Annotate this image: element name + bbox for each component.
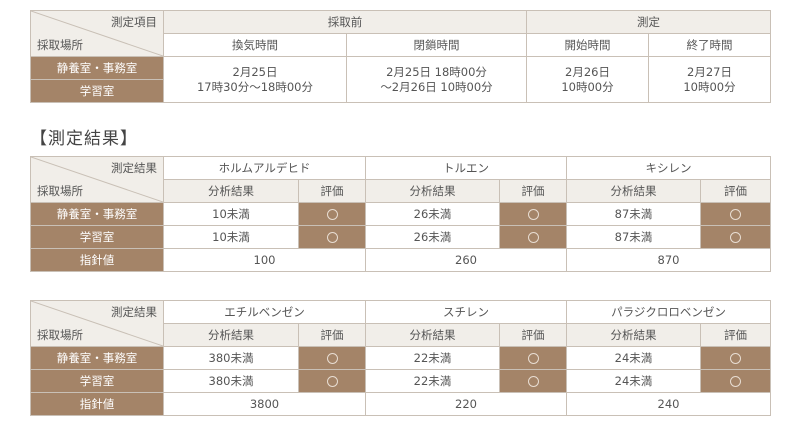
guideline-label: 指針値 — [30, 392, 164, 416]
result-value: 22未満 — [365, 346, 500, 370]
guideline-value: 240 — [566, 392, 771, 416]
substance-header: パラジクロロベンゼン — [566, 300, 771, 324]
result-value: 26未満 — [365, 202, 500, 226]
cell-end: 2月27日 10時00分 — [648, 56, 771, 103]
result-value: 380未満 — [163, 369, 299, 393]
circle-icon — [527, 209, 539, 220]
sub-header-eval: 評価 — [499, 323, 567, 347]
circle-icon — [326, 376, 338, 387]
guideline-value: 220 — [365, 392, 567, 416]
evaluation-cell — [700, 202, 771, 226]
evaluation-cell — [700, 369, 771, 393]
guideline-value: 3800 — [163, 392, 366, 416]
evaluation-cell — [298, 225, 366, 249]
evaluation-cell — [700, 346, 771, 370]
results-table-1: 測定結果 採取場所 ホルムアルデヒド トルエン キシレン 分析結果 評価 分析結… — [30, 156, 771, 272]
col-header-closure: 閉鎖時間 — [346, 33, 527, 57]
sub-header-result: 分析結果 — [365, 179, 500, 203]
guideline-value: 260 — [365, 248, 567, 272]
results-table-2: 測定結果 採取場所 エチルベンゼン スチレン パラジクロロベンゼン 分析結果 評… — [30, 300, 771, 416]
corner-label-result: 測定結果 — [111, 161, 157, 175]
corner-label-place: 採取場所 — [37, 38, 83, 52]
evaluation-cell — [499, 202, 567, 226]
sub-header-result: 分析結果 — [566, 323, 701, 347]
result-value: 380未満 — [163, 346, 299, 370]
sub-header-eval: 評価 — [700, 179, 771, 203]
circle-icon — [730, 232, 741, 243]
group-header-measure: 測定 — [526, 10, 771, 34]
sub-header-eval: 評価 — [499, 179, 567, 203]
sub-header-eval: 評価 — [700, 323, 771, 347]
guideline-label: 指針値 — [30, 248, 164, 272]
results-heading: 【測定結果】 — [30, 129, 138, 149]
row-label-study: 学習室 — [30, 225, 164, 249]
cell-ventilation: 2月25日 17時30分〜18時00分 — [163, 56, 347, 103]
result-value: 10未満 — [163, 225, 299, 249]
guideline-value: 870 — [566, 248, 771, 272]
col-header-start: 開始時間 — [526, 33, 649, 57]
substance-header: キシレン — [566, 156, 771, 180]
circle-icon — [527, 232, 539, 243]
corner-cell: 測定結果 採取場所 — [30, 300, 164, 347]
result-value: 10未満 — [163, 202, 299, 226]
sub-header-result: 分析結果 — [163, 323, 299, 347]
result-value: 22未満 — [365, 369, 500, 393]
group-header-before: 採取前 — [163, 10, 527, 34]
result-value: 26未満 — [365, 225, 500, 249]
row-label-study: 学習室 — [30, 369, 164, 393]
corner-label-item: 測定項目 — [111, 15, 157, 29]
substance-header: ホルムアルデヒド — [163, 156, 366, 180]
evaluation-cell — [499, 369, 567, 393]
corner-label-result: 測定結果 — [111, 305, 157, 319]
corner-cell: 測定項目 採取場所 — [30, 10, 164, 57]
evaluation-cell — [700, 225, 771, 249]
col-header-end: 終了時間 — [648, 33, 771, 57]
result-value: 87未満 — [566, 202, 701, 226]
circle-icon — [527, 376, 539, 387]
result-value: 24未満 — [566, 369, 701, 393]
evaluation-cell — [298, 346, 366, 370]
evaluation-cell — [298, 202, 366, 226]
sub-header-result: 分析結果 — [365, 323, 500, 347]
sampling-schedule-table: 測定項目 採取場所 採取前 測定 換気時間 閉鎖時間 開始時間 終了時間 静養室… — [30, 10, 771, 103]
row-label-office: 静養室・事務室 — [30, 346, 164, 370]
circle-icon — [730, 209, 741, 220]
guideline-value: 100 — [163, 248, 366, 272]
cell-start: 2月26日 10時00分 — [526, 56, 649, 103]
circle-icon — [326, 209, 338, 220]
substance-header: スチレン — [365, 300, 567, 324]
row-label-study: 学習室 — [30, 79, 164, 103]
evaluation-cell — [499, 346, 567, 370]
sub-header-eval: 評価 — [298, 323, 366, 347]
sub-header-eval: 評価 — [298, 179, 366, 203]
result-value: 87未満 — [566, 225, 701, 249]
circle-icon — [730, 376, 741, 387]
substance-header: トルエン — [365, 156, 567, 180]
circle-icon — [730, 353, 741, 364]
sub-header-result: 分析結果 — [566, 179, 701, 203]
result-value: 24未満 — [566, 346, 701, 370]
row-label-office: 静養室・事務室 — [30, 202, 164, 226]
circle-icon — [326, 232, 338, 243]
corner-label-place: 採取場所 — [37, 328, 83, 342]
corner-label-place: 採取場所 — [37, 184, 83, 198]
circle-icon — [326, 353, 338, 364]
row-label-office: 静養室・事務室 — [30, 56, 164, 80]
col-header-ventilation: 換気時間 — [163, 33, 347, 57]
evaluation-cell — [499, 225, 567, 249]
cell-closure: 2月25日 18時00分 〜2月26日 10時00分 — [346, 56, 527, 103]
circle-icon — [527, 353, 539, 364]
corner-cell: 測定結果 採取場所 — [30, 156, 164, 203]
sub-header-result: 分析結果 — [163, 179, 299, 203]
substance-header: エチルベンゼン — [163, 300, 366, 324]
evaluation-cell — [298, 369, 366, 393]
